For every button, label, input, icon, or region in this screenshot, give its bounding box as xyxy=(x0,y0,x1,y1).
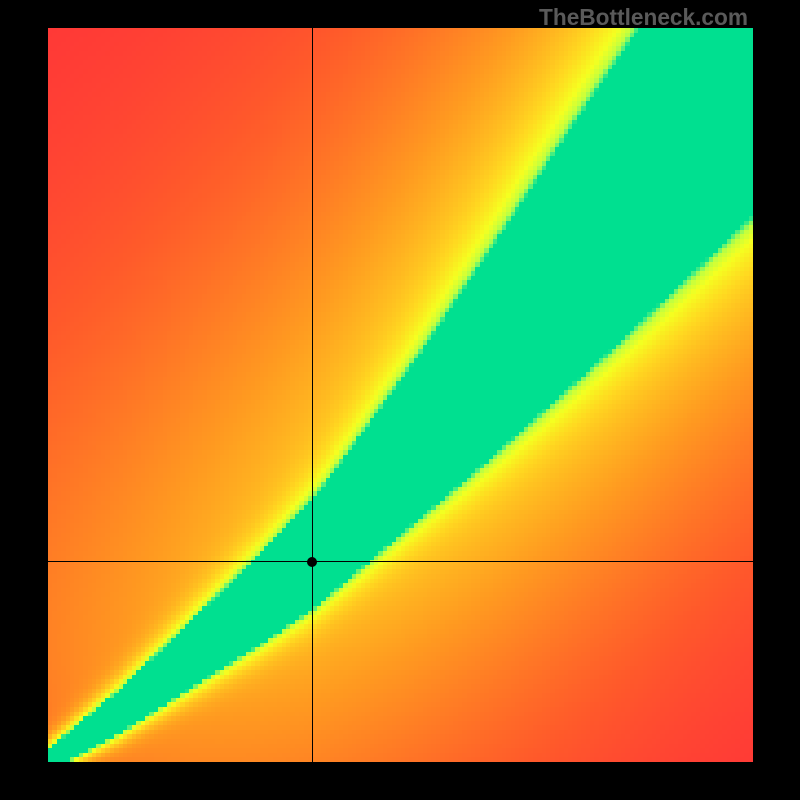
watermark-text: TheBottleneck.com xyxy=(539,4,748,31)
crosshair-horizontal xyxy=(48,561,753,562)
data-point-marker[interactable] xyxy=(307,557,317,567)
crosshair-vertical xyxy=(312,28,313,762)
heatmap-canvas xyxy=(48,28,753,762)
chart-container: TheBottleneck.com xyxy=(0,0,800,800)
heatmap-plot-area xyxy=(48,28,753,762)
